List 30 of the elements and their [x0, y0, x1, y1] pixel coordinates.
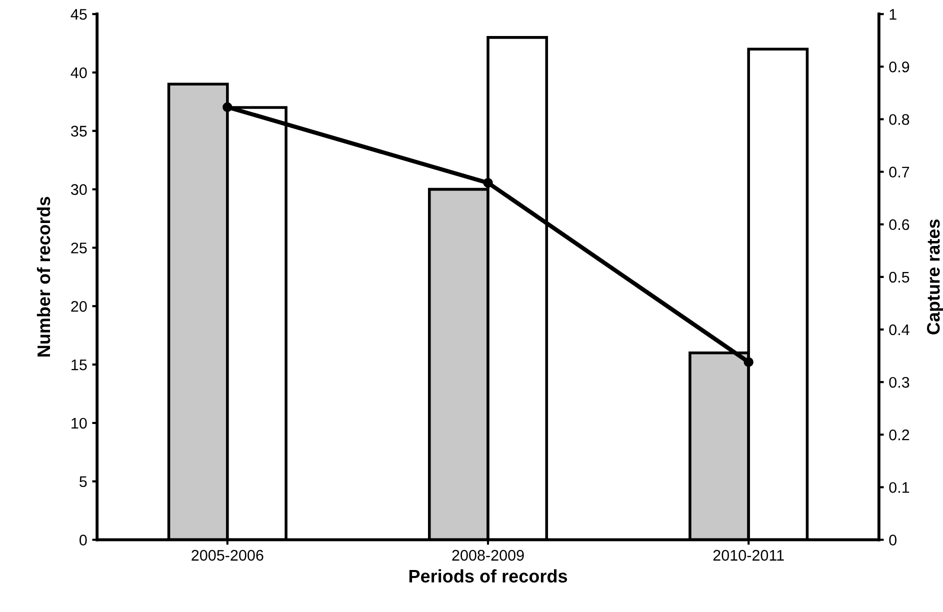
x-tick-label: 2008-2009: [452, 550, 524, 561]
y2-tick-label: 0.7: [889, 166, 910, 178]
y2-tick-label: 0.5: [889, 272, 910, 283]
point: [222, 102, 232, 112]
x-tick-label: 2010-2011: [713, 550, 784, 561]
y-tick-label: 25: [71, 242, 87, 254]
y-tick-label: 15: [72, 360, 87, 370]
point: [744, 357, 754, 367]
y2-tick-label: 0: [889, 534, 896, 546]
y2-tick-label: 0.2: [889, 430, 910, 440]
point: [483, 178, 493, 188]
y-tick-label: 10: [72, 418, 87, 429]
y-tick-label: 0: [80, 534, 87, 546]
y-tick-label: 35: [70, 126, 87, 137]
y2-tick-label: 0.9: [889, 62, 910, 72]
y2-tick-label: 1: [890, 9, 896, 20]
x-axis-title: Periods of records: [409, 569, 568, 583]
y-tick-label: 20: [71, 301, 87, 312]
y2-tick-label: 0.4: [889, 324, 910, 336]
y-tick-label: 45: [70, 9, 87, 20]
y2-tick-label: 0.8: [889, 114, 910, 125]
y-tick-label: 40: [70, 67, 87, 78]
y-tick-label: 30: [70, 184, 87, 195]
y-axis-title: Number of records: [36, 196, 50, 356]
x-tick-label: 2005-2006: [192, 550, 264, 561]
y2-tick-label: 0.1: [889, 482, 910, 493]
y2-tick-label: 0.6: [889, 219, 910, 230]
y2-axis-title: Capture rates: [926, 219, 943, 334]
y2-tick-label: 0.3: [889, 376, 910, 388]
y-tick-label: 5: [80, 476, 87, 488]
